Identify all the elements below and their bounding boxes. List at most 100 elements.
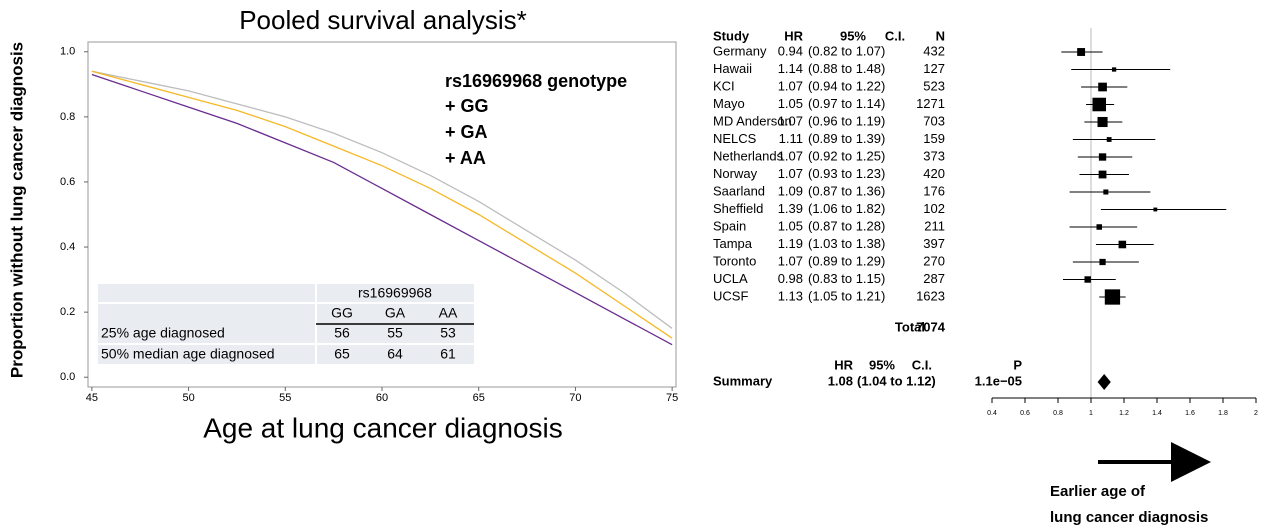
hr-value: 1.07 [778, 253, 803, 268]
annotation: lung cancer diagnosis [1050, 509, 1208, 526]
ci-label: (0.89 to 1.39) [808, 131, 885, 146]
ci-label: (0.97 to 1.14) [808, 96, 885, 111]
chart-title: Pooled survival analysis* [239, 5, 527, 35]
n-value: 397 [923, 236, 945, 251]
column-header: N [936, 28, 945, 43]
total-label: Total [895, 319, 925, 334]
summary-header: HR [834, 357, 853, 372]
hr-square [1096, 224, 1103, 230]
study-name: Netherlands [713, 148, 784, 163]
hr-square [1098, 170, 1107, 179]
hr-value: 1.11 [779, 131, 803, 146]
y-axis-label: Proportion without lung cancer diagnosis [7, 42, 26, 378]
ci-label: (1.06 to 1.82) [808, 201, 885, 216]
n-value: 1271 [916, 96, 945, 111]
hr-value: 1.14 [778, 61, 803, 76]
n-value: 523 [923, 78, 945, 93]
n-value: 703 [923, 113, 945, 128]
x-tick-label: 1 [1089, 410, 1093, 417]
study-name: Spain [713, 218, 746, 233]
column-header: C.I. [885, 28, 905, 43]
hr-square [1092, 97, 1107, 112]
n-value: 159 [923, 131, 945, 146]
summary-ci: (1.04 to 1.12) [857, 373, 936, 388]
hr-square [1104, 289, 1121, 305]
ci-label: (0.83 to 1.15) [808, 271, 885, 286]
x-tick-label: 70 [569, 392, 581, 404]
hr-square [1103, 189, 1109, 195]
study-name: Hawaii [713, 61, 752, 76]
summary-name: Summary [713, 373, 773, 388]
x-tick-label: 0.6 [1020, 410, 1030, 417]
ci-label: (0.96 to 1.19) [808, 113, 885, 128]
table-row-label: 25% age diagnosed [101, 325, 225, 341]
table-column: GG [331, 305, 353, 321]
x-tick-label: 60 [376, 392, 388, 404]
hr-value: 1.05 [778, 96, 803, 111]
study-name: KCI [713, 78, 735, 93]
hr-value: 1.39 [778, 201, 803, 216]
study-name: Toronto [713, 253, 756, 268]
study-name: Tampa [713, 236, 753, 251]
hr-value: 1.07 [778, 78, 803, 93]
legend-entry: + GA [445, 122, 488, 142]
y-tick-label: 0.2 [60, 306, 75, 318]
x-tick-label: 1.6 [1185, 410, 1195, 417]
ci-label: (0.88 to 1.48) [808, 61, 885, 76]
n-value: 102 [923, 201, 945, 216]
ci-label: (0.94 to 1.22) [808, 78, 885, 93]
hr-square [1153, 207, 1158, 212]
hr-value: 0.94 [778, 43, 803, 58]
summary-p: 1.1e−05 [975, 373, 1022, 388]
y-tick-label: 0.8 [60, 111, 75, 123]
table-column: GA [385, 305, 406, 321]
hr-square [1118, 240, 1127, 249]
survival-line [91, 73, 673, 346]
hr-square [1106, 137, 1112, 142]
study-name: NELCS [713, 131, 757, 146]
study-name: Mayo [713, 96, 745, 111]
x-tick-label: 1.8 [1218, 410, 1228, 417]
hr-value: 1.05 [778, 218, 803, 233]
legend-title: rs16969968 genotype [445, 71, 627, 91]
hr-value: 1.13 [778, 288, 803, 303]
study-name: UCLA [713, 271, 748, 286]
n-value: 211 [924, 218, 945, 233]
x-tick-label: 75 [666, 392, 678, 404]
table-row-label: 50% median age diagnosed [101, 346, 275, 362]
n-value: 176 [923, 183, 945, 198]
hr-square [1098, 82, 1107, 92]
y-tick-label: 0.0 [60, 371, 75, 383]
ci-label: (1.03 to 1.38) [808, 236, 885, 251]
x-axis-label: Age at lung cancer diagnosis [203, 412, 563, 443]
table-column: AA [439, 305, 458, 321]
hr-square [1077, 48, 1086, 56]
y-tick-label: 1.0 [60, 46, 75, 58]
column-header: Study [713, 28, 750, 43]
n-value: 127 [923, 61, 945, 76]
table-cell: 53 [440, 325, 456, 341]
n-value: 373 [923, 148, 945, 163]
hr-value: 1.09 [778, 183, 803, 198]
summary-hr: 1.08 [828, 373, 853, 388]
summary-header: C.I. [912, 357, 932, 372]
hr-value: 0.98 [778, 271, 803, 286]
hr-value: 1.07 [778, 148, 803, 163]
legend-entry: + GG [445, 96, 489, 116]
hr-square [1099, 258, 1106, 266]
y-tick-label: 0.6 [60, 176, 75, 188]
n-value: 270 [923, 253, 945, 268]
x-tick-label: 45 [86, 392, 98, 404]
x-tick-label: 50 [182, 392, 194, 404]
hr-square [1098, 153, 1107, 161]
summary-header: P [1013, 357, 1022, 372]
summary-diamond [1097, 374, 1111, 390]
survival-line [91, 70, 673, 339]
column-header: HR [784, 28, 803, 43]
n-value: 432 [923, 43, 945, 58]
n-value: 1623 [916, 288, 945, 303]
study-name: Saarland [713, 183, 765, 198]
hr-value: 1.07 [778, 166, 803, 181]
hr-square [1097, 116, 1108, 128]
y-tick-label: 0.4 [60, 241, 75, 253]
